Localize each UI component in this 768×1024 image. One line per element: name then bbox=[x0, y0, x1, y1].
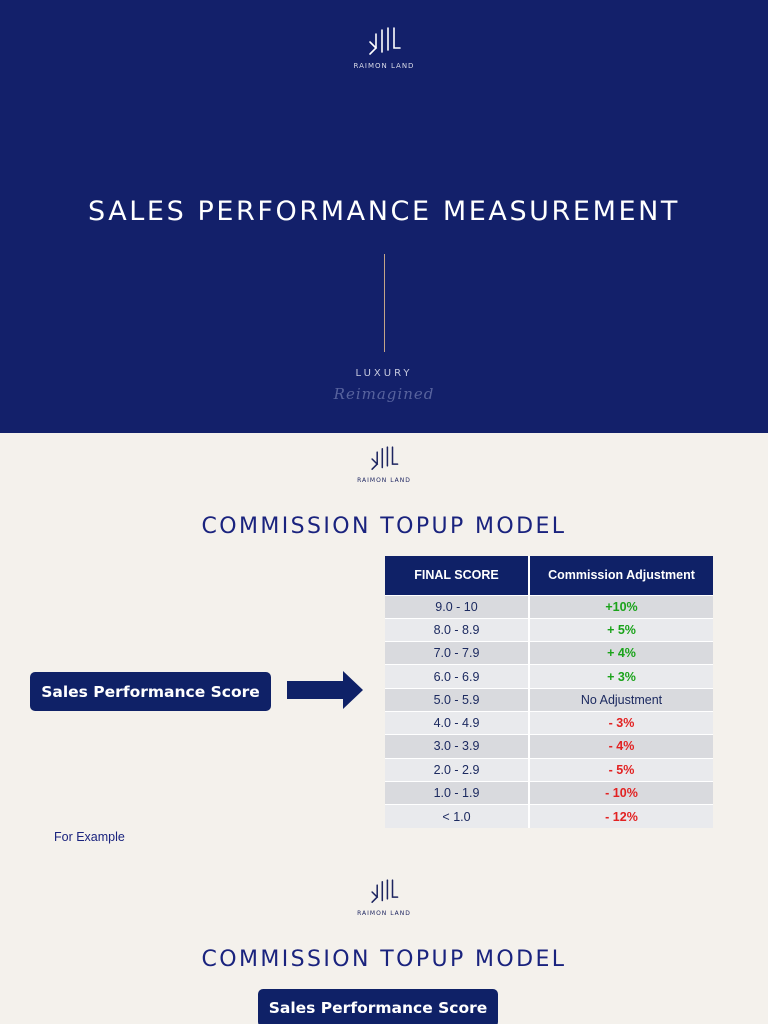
commission-table: FINAL SCORE Commission Adjustment 9.0 - … bbox=[385, 556, 713, 828]
logo-text: RAIMON LAND bbox=[353, 62, 415, 70]
final-score-cell: 7.0 - 7.9 bbox=[385, 641, 530, 665]
logo-mark-icon bbox=[371, 446, 399, 470]
table-row: 8.0 - 8.9 + 5% bbox=[385, 617, 713, 642]
final-score-cell: 5.0 - 5.9 bbox=[385, 687, 530, 712]
title-slide: RAIMON LAND SALES PERFORMANCE MEASUREMEN… bbox=[0, 0, 768, 433]
sales-performance-score-box: Sales Performance Score bbox=[30, 672, 271, 711]
table-row: 2.0 - 2.9- 5% bbox=[385, 757, 713, 782]
final-score-cell: 2.0 - 2.9 bbox=[385, 757, 530, 782]
table-row: 6.0 - 6.9 + 3% bbox=[385, 664, 713, 689]
table-row: 4.0 - 4.9- 3% bbox=[385, 710, 713, 735]
final-score-cell: 1.0 - 1.9 bbox=[385, 780, 530, 805]
final-score-cell: < 1.0 bbox=[385, 804, 530, 828]
commission-adjustment-cell: + 4% bbox=[529, 641, 713, 665]
logo-text: RAIMON LAND bbox=[357, 910, 411, 917]
logo-text: RAIMON LAND bbox=[357, 477, 411, 484]
divider-line bbox=[384, 254, 385, 352]
commission-adjustment-cell: - 10% bbox=[529, 780, 713, 805]
tagline-luxury: LUXURY bbox=[355, 368, 413, 379]
commission-adjustment-cell: - 3% bbox=[529, 710, 713, 735]
commission-adjustment-cell: - 5% bbox=[529, 757, 713, 782]
section-heading: COMMISSION TOPUP MODEL bbox=[201, 514, 567, 539]
final-score-cell: 6.0 - 6.9 bbox=[385, 664, 530, 689]
table-row: 9.0 - 10 +10% bbox=[385, 594, 713, 619]
page-title: SALES PERFORMANCE MEASUREMENT bbox=[87, 196, 681, 227]
column-header: FINAL SCORE bbox=[385, 556, 530, 595]
final-score-cell: 8.0 - 8.9 bbox=[385, 617, 530, 642]
table-row: 3.0 - 3.9- 4% bbox=[385, 734, 713, 759]
section-heading: COMMISSION TOPUP MODEL bbox=[201, 947, 567, 972]
table-row: 1.0 - 1.9- 10% bbox=[385, 780, 713, 805]
final-score-cell: 3.0 - 3.9 bbox=[385, 734, 530, 759]
commission-adjustment-cell: - 12% bbox=[529, 804, 713, 828]
logo-mark-icon bbox=[371, 879, 399, 903]
raimon-land-logo: RAIMON LAND bbox=[334, 445, 434, 484]
commission-adjustment-cell: - 4% bbox=[529, 734, 713, 759]
logo-mark-icon bbox=[369, 27, 401, 55]
commission-adjustment-cell: +10% bbox=[529, 594, 713, 619]
commission-adjustment-cell: + 3% bbox=[529, 664, 713, 689]
commission-adjustment-cell: No Adjustment bbox=[529, 687, 713, 712]
sales-performance-score-box: Sales Performance Score bbox=[258, 989, 498, 1024]
table-row: 5.0 - 5.9 No Adjustment bbox=[385, 687, 713, 712]
table-row: 7.0 - 7.9 + 4% bbox=[385, 641, 713, 665]
final-score-cell: 4.0 - 4.9 bbox=[385, 710, 530, 735]
tagline-script: Reimagined bbox=[333, 385, 435, 403]
table-header-row: FINAL SCORE Commission Adjustment bbox=[385, 556, 713, 595]
example-label: For Example bbox=[54, 830, 125, 844]
table-row: < 1.0- 12% bbox=[385, 804, 713, 828]
commission-adjustment-cell: + 5% bbox=[529, 617, 713, 642]
raimon-land-logo: RAIMON LAND bbox=[334, 878, 434, 917]
final-score-cell: 9.0 - 10 bbox=[385, 594, 530, 619]
column-header: Commission Adjustment bbox=[529, 556, 713, 595]
raimon-land-logo: RAIMON LAND bbox=[334, 26, 434, 70]
arrow-right-icon bbox=[287, 671, 363, 709]
